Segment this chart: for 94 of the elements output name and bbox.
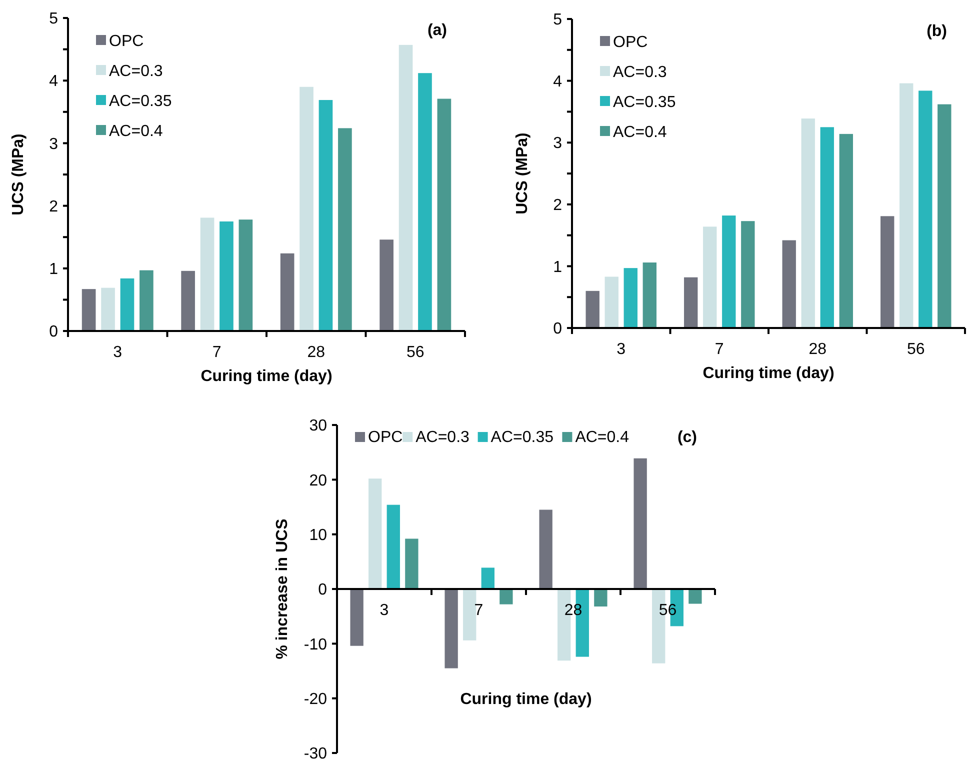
bar — [880, 216, 894, 328]
y-tick-label: 5 — [49, 10, 58, 28]
y-tick-label: 10 — [309, 526, 328, 544]
x-axis-title: Curing time (day) — [460, 691, 592, 708]
legend-label: AC=0.35 — [613, 94, 676, 111]
x-tick-label: 7 — [714, 341, 724, 358]
y-tick-label: 5 — [553, 12, 562, 29]
bar — [820, 127, 834, 328]
bar — [368, 478, 382, 589]
y-axis-title: % increase in UCS — [274, 518, 291, 660]
y-tick-label: 1 — [553, 258, 562, 276]
legend-label: AC=0.35 — [109, 93, 172, 110]
y-tick-label: 4 — [49, 73, 58, 90]
bar — [539, 510, 552, 589]
bar — [688, 589, 702, 604]
bar — [200, 218, 214, 331]
bar — [839, 134, 853, 328]
bar — [350, 589, 364, 646]
y-tick-label: -10 — [304, 636, 328, 654]
bar — [140, 270, 154, 331]
bar — [801, 118, 815, 328]
bar — [181, 270, 195, 331]
bar — [741, 221, 755, 328]
x-tick-label: 3 — [380, 602, 389, 619]
bar — [500, 589, 513, 604]
bar — [280, 253, 294, 331]
bar — [386, 504, 400, 589]
y-tick-label: 0 — [553, 320, 562, 338]
legend-label: AC=0.3 — [109, 63, 163, 80]
y-tick-label: -20 — [304, 690, 328, 708]
y-axis-title: UCS (MPa) — [514, 132, 531, 214]
bar — [703, 226, 717, 328]
y-tick-label: 1 — [49, 261, 58, 278]
bar — [444, 589, 458, 668]
bar — [586, 290, 600, 328]
bar — [624, 268, 638, 328]
bar — [437, 98, 452, 331]
x-axis-title: Curing time (day) — [702, 365, 834, 382]
x-tick-label: 3 — [616, 341, 626, 358]
bar — [238, 220, 253, 331]
y-tick-label: 0 — [318, 582, 328, 599]
bar — [642, 262, 656, 328]
y-axis-title: UCS (MPa) — [10, 134, 27, 216]
x-tick-label: 7 — [474, 602, 484, 619]
bar — [722, 216, 736, 328]
x-tick-label: 56 — [906, 341, 925, 358]
bar — [398, 44, 413, 331]
bar — [604, 276, 618, 328]
bar — [481, 568, 494, 589]
x-tick-label: 28 — [808, 341, 827, 358]
bar — [380, 240, 394, 331]
bar — [82, 289, 96, 331]
annotation: (a) — [427, 22, 447, 39]
bar — [594, 589, 608, 606]
x-tick-label: 7 — [212, 344, 222, 361]
legend-label: AC=0.4 — [613, 124, 667, 141]
x-tick-label: 56 — [406, 344, 424, 361]
y-tick-label: 2 — [49, 198, 58, 216]
bar — [101, 288, 115, 331]
bar — [338, 128, 352, 331]
annotation: (c) — [677, 429, 697, 446]
legend-label: OPC — [368, 429, 403, 446]
annotation: (b) — [926, 23, 947, 40]
legend-label: AC=0.3 — [613, 64, 667, 81]
bar — [405, 538, 418, 589]
bar — [900, 83, 914, 328]
x-tick-label: 3 — [113, 344, 122, 361]
bar — [684, 277, 698, 328]
legend-label: AC=0.4 — [109, 123, 163, 140]
y-tick-label: 3 — [553, 135, 562, 152]
y-tick-label: 2 — [553, 197, 562, 214]
y-tick-label: 4 — [553, 73, 562, 90]
bar — [463, 589, 476, 640]
bar — [120, 278, 134, 331]
bar — [220, 221, 234, 331]
x-tick-label: 28 — [307, 344, 326, 361]
bar — [918, 90, 932, 328]
y-tick-label: 30 — [309, 418, 328, 435]
legend-label: OPC — [613, 34, 648, 51]
bar — [938, 104, 952, 328]
legend-label: OPC — [109, 33, 144, 50]
y-tick-label: 20 — [309, 472, 328, 490]
bar — [418, 73, 432, 331]
bar — [782, 240, 796, 328]
y-tick-label: 0 — [49, 324, 58, 341]
legend-label: AC=0.35 — [490, 429, 554, 446]
legend-label: AC=0.4 — [575, 429, 630, 446]
x-axis-title: Curing time (day) — [200, 368, 332, 385]
y-tick-label: -30 — [304, 746, 328, 760]
bar — [634, 458, 647, 589]
y-tick-label: 3 — [49, 136, 58, 153]
bar — [300, 86, 314, 331]
legend-label: AC=0.3 — [416, 429, 470, 446]
bar — [318, 100, 333, 331]
